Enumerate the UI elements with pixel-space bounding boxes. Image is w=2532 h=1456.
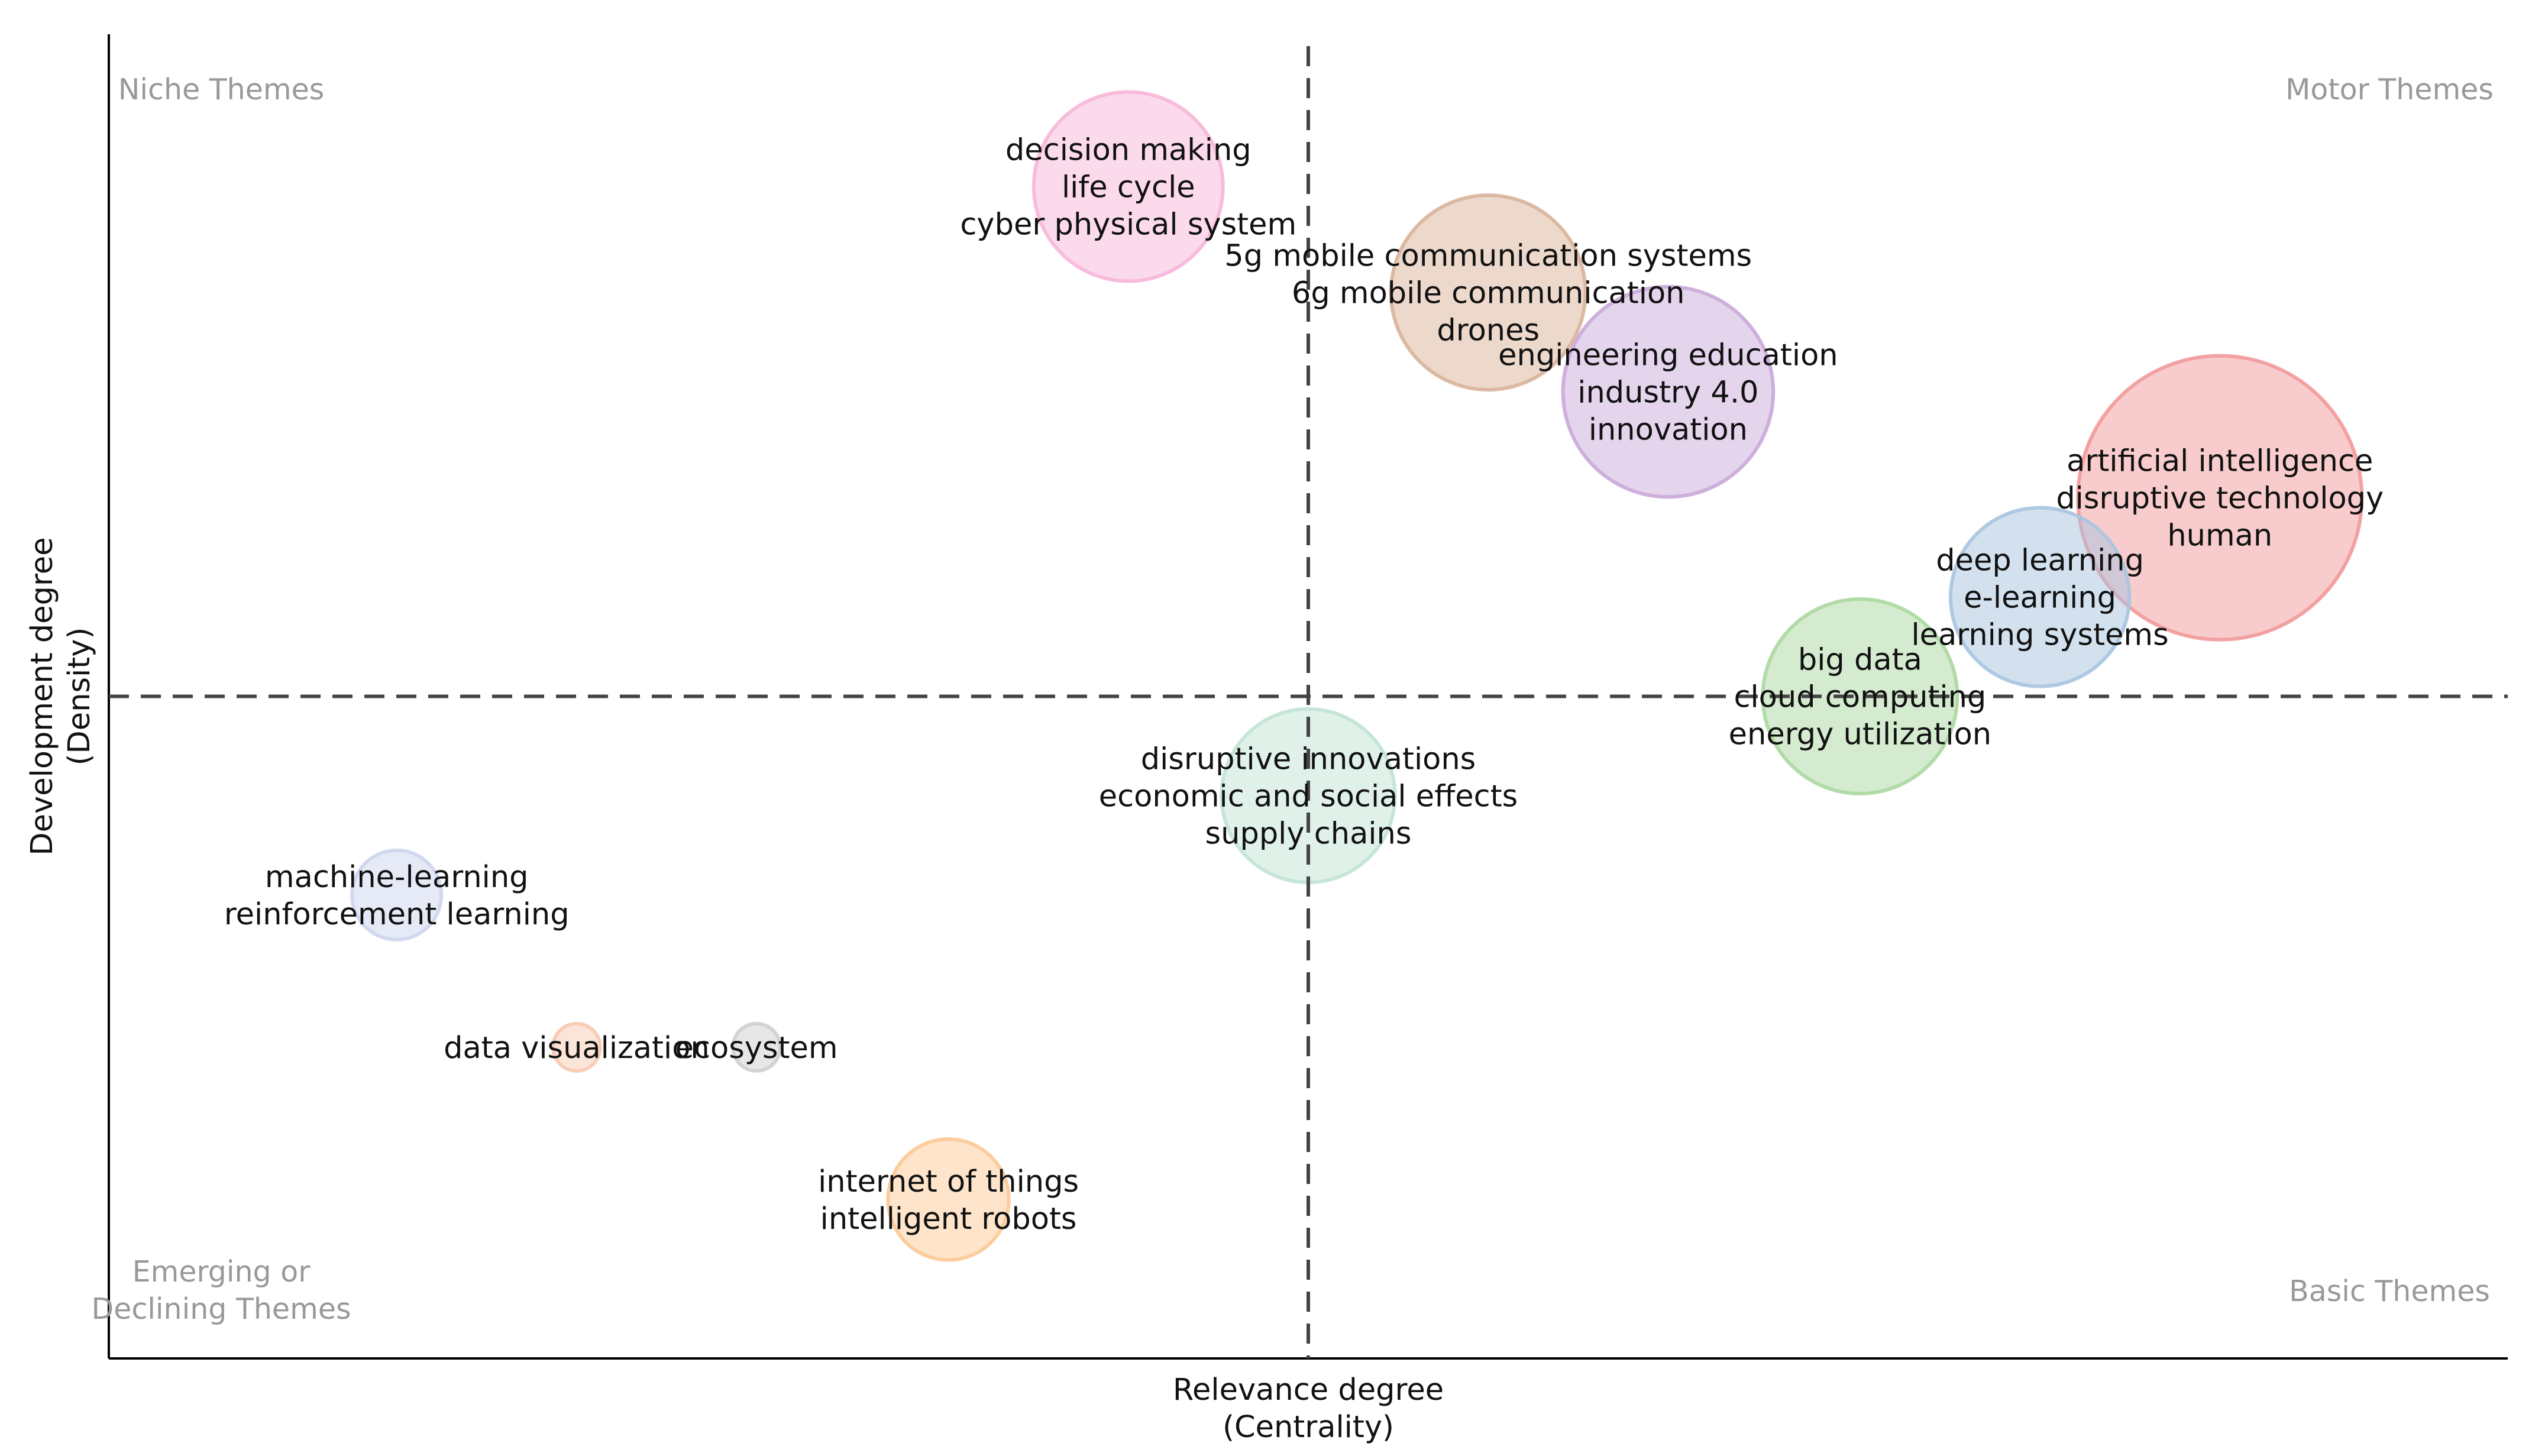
bubble-4[interactable] <box>1948 506 2132 688</box>
y-axis-label: Development degree(Density) <box>25 537 97 855</box>
bubble-8[interactable] <box>551 1021 602 1073</box>
bubble-label-3: artificial intelligence disruptive techno… <box>2056 444 2384 554</box>
bubble-label-3-line: artificial intelligence <box>2067 444 2373 479</box>
bubble-label-6-line: economic and social effects <box>1099 779 1518 814</box>
bubble-10[interactable] <box>886 1137 1011 1262</box>
quadrant-label-basic-line: Basic Themes <box>2289 1274 2490 1308</box>
bubble-label-3-line: disruptive technology <box>2056 481 2384 516</box>
bubble-label-5-line: energy utilization <box>1729 717 1991 752</box>
bubble-label-0: decision making life cycle cyber physical … <box>960 132 1296 242</box>
quadrant-label-emerging-line: Emerging or <box>132 1255 311 1289</box>
quadrant-label-motor: Motor Themes <box>2285 73 2494 106</box>
bubble-label-7: machine-learning reinforcement learning <box>224 860 570 932</box>
bubble-label-1-line: 5g mobile communication systems <box>1224 239 1752 274</box>
quadrant-label-basic: Basic Themes <box>2289 1274 2490 1308</box>
bubble-1[interactable] <box>1389 193 1587 392</box>
bubble-label-10-line: internet of things <box>818 1164 1079 1199</box>
bubble-label-3-line: human <box>2167 519 2272 554</box>
bubble-label-6-line: disruptive innovations <box>1141 742 1476 776</box>
y-axis-label-line: (Density) <box>62 627 97 766</box>
quadrant-label-niche: Niche Themes <box>118 73 325 106</box>
bubble-label-0-line: life cycle <box>1062 170 1195 205</box>
bubble-label-4-line: deep learning <box>1936 543 2144 578</box>
bubble-label-8: data visualization <box>444 1031 710 1066</box>
bubble-label-8-line: data visualization <box>444 1031 710 1066</box>
bubble-label-5-line: big data <box>1798 643 1922 678</box>
bubble-label-6: disruptive innovations economic and socia… <box>1099 742 1518 851</box>
bubble-label-2-line: innovation <box>1589 413 1748 448</box>
bubble-label-0-line: decision making <box>1005 132 1252 167</box>
bubble-9[interactable] <box>731 1021 782 1073</box>
quadrant-label-motor-line: Motor Themes <box>2285 73 2494 106</box>
bubble-label-7-line: machine-learning <box>265 860 529 895</box>
bubble-label-4-line: e-learning <box>1964 581 2116 616</box>
bubble-label-4-line: learning systems <box>1911 618 2168 653</box>
x-axis-label-line: (Centrality) <box>1223 1410 1394 1445</box>
bubble-3[interactable] <box>2076 354 2364 642</box>
x-axis-label: Relevance degree (Centrality) <box>1173 1373 1444 1445</box>
bubble-label-9-line: ecosystem <box>675 1031 838 1066</box>
bubble-label-10-line: intelligent robots <box>820 1202 1077 1237</box>
bubble-5[interactable] <box>1761 597 1959 795</box>
bubble-label-1-line: 6g mobile communication <box>1292 276 1685 311</box>
bubble-label-4: deep learning e-learning learning systems <box>1911 543 2168 653</box>
bubble-label-7-line: reinforcement learning <box>224 897 570 932</box>
bubble-label-5-line: cloud computing <box>1734 680 1986 715</box>
quadrant-label-emerging: Emerging or Declining Themes <box>92 1255 351 1326</box>
bubble-label-1: 5g mobile communication systems 6g mobile… <box>1224 239 1752 348</box>
quadrant-label-niche-line: Niche Themes <box>118 73 325 106</box>
bubble-label-2-line: engineering education <box>1498 338 1838 373</box>
bubble-label-10: internet of things intelligent robots <box>818 1164 1079 1237</box>
bubble-2[interactable] <box>1561 284 1776 499</box>
bubble-label-2-line: industry 4.0 <box>1577 376 1758 410</box>
bubble-label-9: ecosystem <box>675 1031 838 1066</box>
bubble-label-2: engineering education industry 4.0 innovat… <box>1498 338 1838 448</box>
bubble-7[interactable] <box>350 848 444 941</box>
quadrant-label-emerging-line: Declining Themes <box>92 1292 351 1326</box>
x-axis-label-line: Relevance degree <box>1173 1373 1444 1408</box>
bubble-label-5: big data cloud computing energy utilizatio… <box>1729 643 1991 752</box>
bubble-label-6-line: supply chains <box>1205 816 1412 851</box>
bubble-label-1-line: drones <box>1437 313 1540 348</box>
y-axis-label-line: Development degree <box>25 537 60 855</box>
bubble-0[interactable] <box>1031 90 1225 283</box>
bubble-label-0-line: cyber physical system <box>960 207 1296 242</box>
